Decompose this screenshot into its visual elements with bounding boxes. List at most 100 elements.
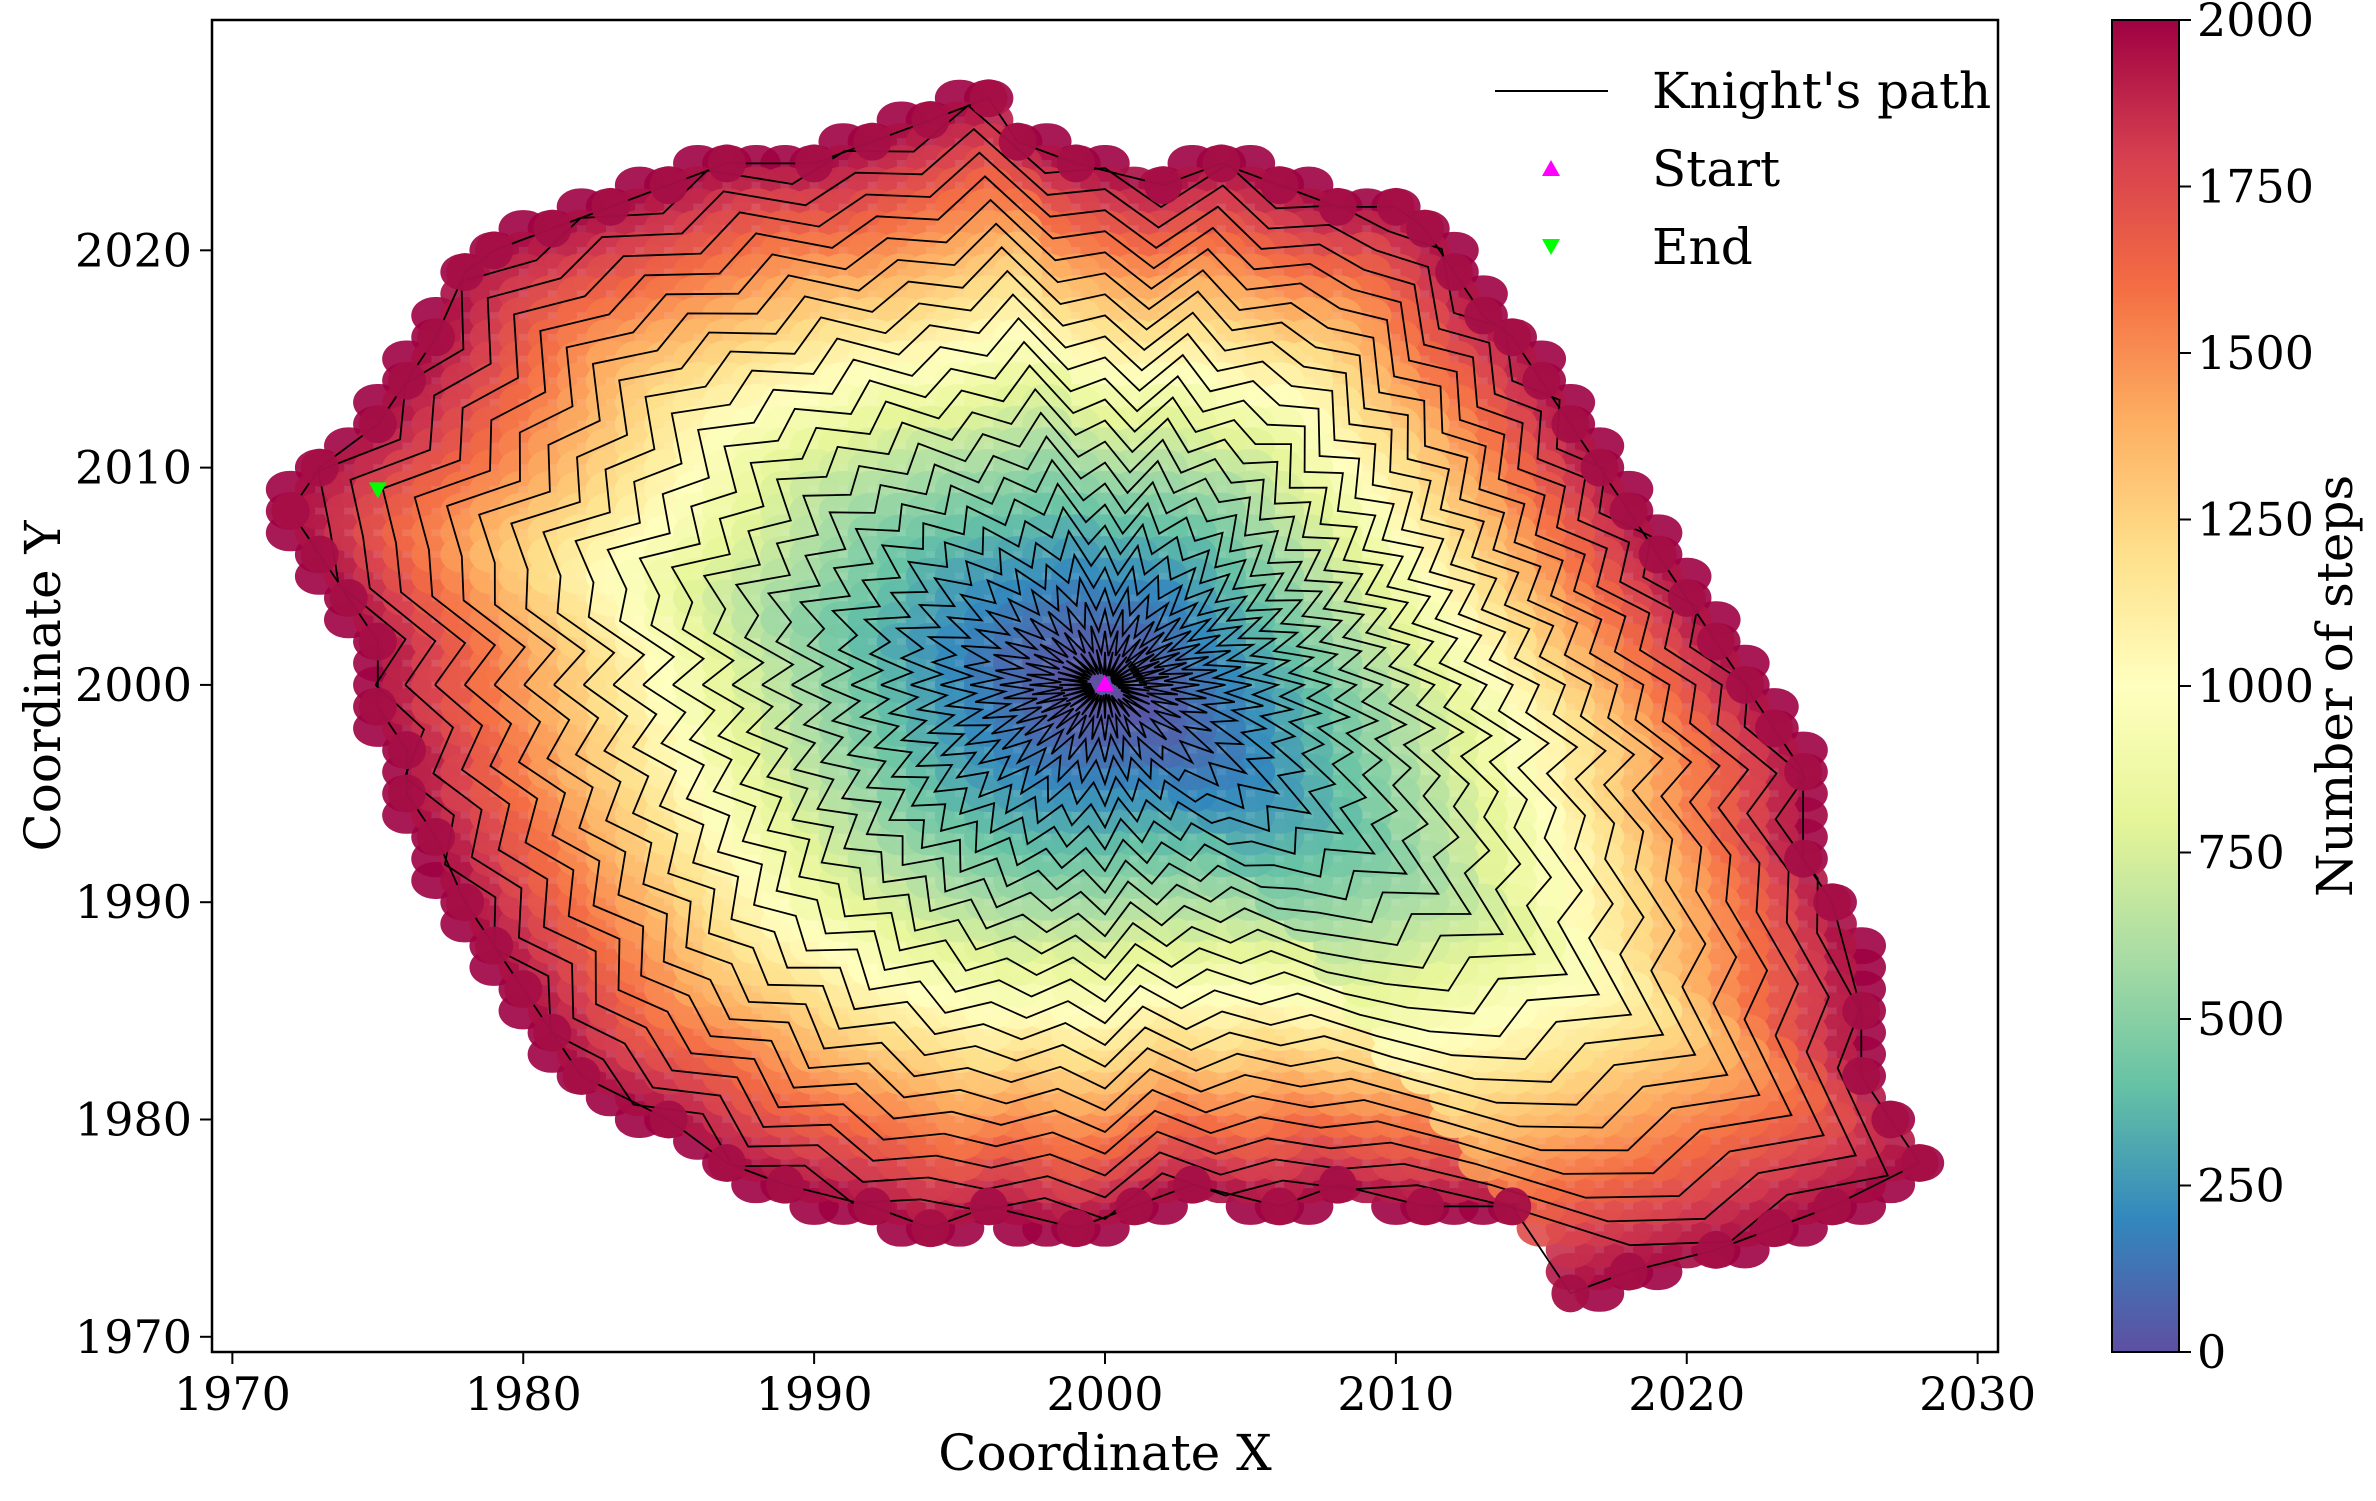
data-point: [300, 448, 339, 487]
x-tick-label: 1980: [465, 1367, 582, 1421]
knight-path-ring: [349, 127, 1858, 1223]
data-point: [766, 1165, 805, 1204]
data-point: [475, 926, 514, 965]
data-point: [1696, 622, 1735, 661]
data-point: [1405, 209, 1444, 248]
colorbar-tick-label: 1750: [2197, 160, 2314, 214]
data-point: [1784, 839, 1823, 878]
legend-start-label: Start: [1652, 140, 1780, 198]
legend-end-marker: [1542, 239, 1560, 255]
x-axis-title: Coordinate X: [938, 1424, 1272, 1482]
data-point: [329, 578, 368, 617]
data-point: [1813, 883, 1852, 922]
data-point: [1609, 1252, 1648, 1291]
data-point: [504, 970, 543, 1009]
x-tick-label: 2010: [1337, 1367, 1454, 1421]
data-point: [1609, 492, 1648, 531]
data-point: [649, 166, 688, 205]
data-point: [1842, 1057, 1881, 1096]
colorbar-tick-label: 500: [2197, 992, 2285, 1046]
legend: Knight's path Start End: [1495, 62, 1991, 276]
legend-start-marker: [1542, 160, 1560, 176]
data-point: [1493, 1187, 1532, 1226]
data-point: [707, 144, 746, 183]
data-point: [1638, 535, 1677, 574]
data-point: [853, 1187, 892, 1226]
data-point: [300, 535, 339, 574]
colorbar-tick-label: 0: [2197, 1325, 2226, 1379]
y-axis: 1970 1980 1990 2000 2010 2020: [75, 223, 212, 1364]
data-point: [1260, 1187, 1299, 1226]
data-point: [416, 318, 455, 357]
data-point: [1900, 1143, 1939, 1182]
data-point: [1551, 405, 1590, 444]
x-tick-label: 1990: [756, 1367, 873, 1421]
colorbar: 0 250 500 750 1000 1250 1500 1750 2000 Number of…: [2111, 0, 2364, 1379]
knight-path-ring: [1025, 625, 1183, 741]
data-point: [707, 1143, 746, 1182]
knight-path-ring: [894, 529, 1313, 833]
y-tick-label: 1990: [75, 875, 192, 929]
data-point: [1551, 1274, 1590, 1313]
legend-path-label: Knight's path: [1652, 62, 1991, 120]
data-point: [1144, 166, 1183, 205]
colorbar-tick-label: 2000: [2197, 0, 2314, 47]
knight-path-ring: [960, 575, 1249, 788]
data-point: [1376, 187, 1415, 226]
data-point: [446, 253, 485, 292]
data-point: [1725, 665, 1764, 704]
x-axis: 1970 1980 1990 2000 2010 2020 2030: [174, 1352, 2036, 1421]
colorbar-tick-label: 1250: [2197, 493, 2314, 547]
colorbar-tick-label: 750: [2197, 826, 2285, 880]
data-point: [1056, 144, 1095, 183]
knight-path-ring: [702, 387, 1505, 969]
data-point: [1580, 448, 1619, 487]
data-point: [1696, 1230, 1735, 1269]
knight-path-ring: [926, 552, 1281, 810]
knight-path-ring: [606, 316, 1601, 1038]
plot-area: [265, 79, 1945, 1313]
end-marker: [368, 482, 387, 499]
data-point: [1755, 709, 1794, 748]
y-tick-label: 2000: [75, 658, 192, 712]
legend-end-label: End: [1652, 218, 1753, 276]
data-point: [969, 79, 1008, 118]
knight-path-ring: [574, 293, 1633, 1061]
x-tick-label: 2000: [1046, 1367, 1163, 1421]
data-point: [1202, 144, 1241, 183]
data-point: [387, 774, 426, 813]
knight-path-ring: [445, 198, 1761, 1152]
data-point: [416, 818, 455, 857]
x-tick-label: 2030: [1919, 1367, 2036, 1421]
data-point: [475, 231, 514, 270]
data-point: [591, 187, 630, 226]
y-tick-label: 1980: [75, 1092, 192, 1146]
data-point: [1464, 296, 1503, 335]
knight-path-ring: [510, 246, 1697, 1106]
knight-path-ring: [734, 411, 1473, 946]
data-point: [853, 122, 892, 161]
y-axis-title: Coordinate Y: [14, 520, 72, 852]
knight-path-ring: [413, 175, 1793, 1175]
data-point: [1755, 1209, 1794, 1248]
data-point: [387, 361, 426, 400]
data-point: [649, 1100, 688, 1139]
data-point: [271, 492, 310, 531]
colorbar-gradient: [2111, 19, 2180, 1353]
y-tick-label: 2020: [75, 223, 192, 277]
knight-path-ring: [993, 601, 1215, 765]
data-point: [1056, 1209, 1095, 1248]
data-point: [1115, 1187, 1154, 1226]
x-tick-label: 2020: [1628, 1367, 1745, 1421]
data-point: [1813, 1187, 1852, 1226]
data-point: [969, 1187, 1008, 1226]
data-point: [1405, 1187, 1444, 1226]
data-point: [358, 622, 397, 661]
y-tick-label: 1970: [75, 1310, 192, 1364]
knight-path-ring: [477, 222, 1729, 1129]
data-point: [1871, 1100, 1910, 1139]
data-point: [911, 1209, 950, 1248]
data-point: [446, 883, 485, 922]
data-point: [911, 100, 950, 139]
data-point: [998, 122, 1037, 161]
